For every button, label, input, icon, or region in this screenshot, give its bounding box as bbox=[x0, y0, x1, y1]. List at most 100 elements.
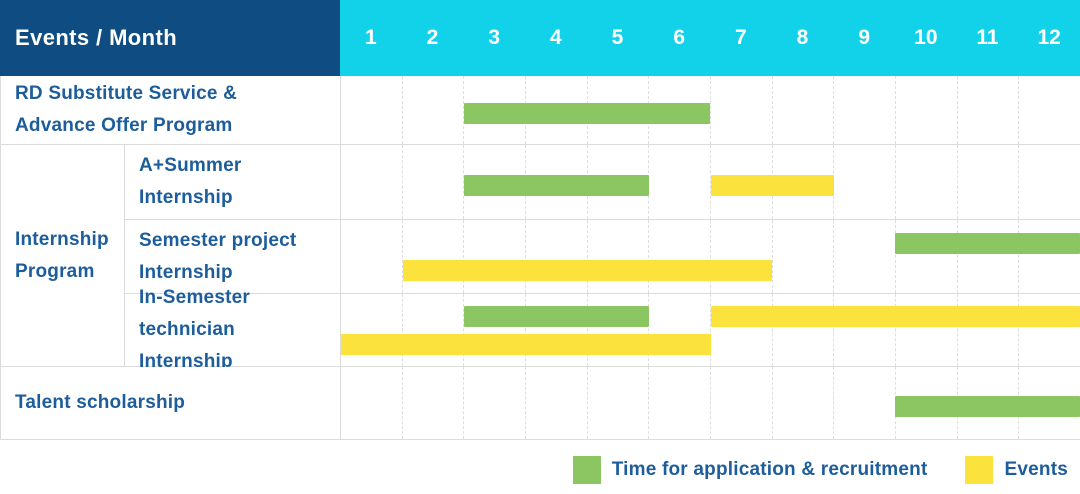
month-column bbox=[648, 294, 710, 366]
month-column bbox=[710, 367, 772, 439]
row-label-line: RD Substitute Service & bbox=[15, 83, 238, 104]
month-header-2: 2 bbox=[401, 0, 464, 76]
gantt-bar-events bbox=[710, 175, 834, 196]
gantt-bar-application bbox=[895, 232, 1080, 254]
sub-row-label-3: Semester project Internship bbox=[124, 220, 340, 294]
month-column bbox=[648, 145, 710, 219]
month-column bbox=[341, 145, 402, 219]
month-column bbox=[401, 220, 464, 293]
month-header-9: 9 bbox=[833, 0, 895, 76]
row-label-line: technician Internship bbox=[139, 319, 235, 372]
month-column bbox=[463, 220, 525, 293]
month-column bbox=[833, 145, 895, 219]
chart-row-3 bbox=[340, 220, 1080, 294]
month-header-4: 4 bbox=[525, 0, 587, 76]
sub-row-label-2: A+Summer Internship bbox=[124, 145, 340, 220]
month-header-8: 8 bbox=[771, 0, 834, 76]
row-label-line: In-Semester bbox=[139, 287, 250, 308]
legend-label-application: Time for application & recruitment bbox=[611, 459, 928, 480]
month-header-5: 5 bbox=[586, 0, 649, 76]
month-column bbox=[1018, 145, 1080, 219]
gantt-bar-events bbox=[710, 306, 1080, 328]
group-label-line: Program bbox=[15, 260, 95, 282]
month-column bbox=[463, 294, 525, 366]
month-column bbox=[1018, 220, 1080, 293]
month-column bbox=[771, 220, 834, 293]
month-column bbox=[771, 76, 834, 144]
month-column bbox=[956, 294, 1019, 366]
month-column bbox=[833, 367, 895, 439]
group-label-line: Internship bbox=[15, 228, 109, 250]
events-month-header-label: Events / Month bbox=[15, 25, 178, 50]
month-column bbox=[463, 145, 525, 219]
sub-row-label-4: In-Semester technician Internship bbox=[124, 287, 340, 372]
gantt-bar-application bbox=[895, 396, 1080, 417]
month-column bbox=[648, 220, 710, 293]
month-column bbox=[771, 367, 834, 439]
month-column bbox=[341, 294, 402, 366]
chart-row-4 bbox=[340, 294, 1080, 367]
month-header-6: 6 bbox=[648, 0, 710, 76]
month-column bbox=[648, 367, 710, 439]
month-column bbox=[401, 367, 464, 439]
month-column bbox=[586, 367, 649, 439]
row-label-5: Talent scholarship bbox=[0, 367, 340, 440]
chart-row-1 bbox=[340, 76, 1080, 145]
chart-row-5 bbox=[340, 367, 1080, 440]
gantt-bar-events bbox=[341, 333, 711, 355]
month-header-12: 12 bbox=[1018, 0, 1080, 76]
month-column bbox=[463, 76, 525, 144]
month-column bbox=[956, 145, 1019, 219]
chart-row-2 bbox=[340, 145, 1080, 220]
month-column bbox=[1018, 294, 1080, 366]
month-header-10: 10 bbox=[895, 0, 957, 76]
month-column bbox=[956, 76, 1019, 144]
month-header-7: 7 bbox=[710, 0, 772, 76]
legend-swatch-events bbox=[965, 456, 994, 484]
month-column bbox=[586, 294, 649, 366]
month-column bbox=[525, 294, 587, 366]
month-column bbox=[341, 367, 402, 439]
row-label-line: Advance Offer Program bbox=[15, 115, 233, 136]
month-header-1: 1 bbox=[340, 0, 402, 76]
month-column bbox=[895, 294, 957, 366]
month-gridlines bbox=[341, 76, 1080, 144]
gantt-table: Events / Month 1 2 3 4 5 6 7 8 9 10 11 12 RD Substit… bbox=[0, 0, 1080, 440]
month-column bbox=[710, 294, 772, 366]
month-column bbox=[833, 220, 895, 293]
gantt-bar-application bbox=[464, 103, 711, 124]
month-column bbox=[341, 220, 402, 293]
month-column bbox=[895, 145, 957, 219]
row-label-line: Internship bbox=[139, 187, 233, 208]
month-header-3: 3 bbox=[463, 0, 525, 76]
month-gridlines bbox=[341, 220, 1080, 293]
row-label-1: RD Substitute Service & Advance Offer Pro… bbox=[0, 76, 340, 145]
month-column bbox=[895, 76, 957, 144]
month-column bbox=[771, 294, 834, 366]
month-column bbox=[341, 76, 402, 144]
month-column bbox=[586, 220, 649, 293]
month-column bbox=[525, 367, 587, 439]
row-label-line: Internship bbox=[139, 261, 233, 283]
row-label-line: Talent scholarship bbox=[15, 392, 186, 413]
month-column bbox=[833, 294, 895, 366]
month-column bbox=[1018, 76, 1080, 144]
month-column bbox=[401, 294, 464, 366]
month-column bbox=[525, 220, 587, 293]
month-column bbox=[833, 76, 895, 144]
legend: Time for application & recruitment Events bbox=[0, 440, 1080, 494]
month-column bbox=[956, 220, 1019, 293]
month-gridlines bbox=[341, 294, 1080, 366]
month-column bbox=[895, 220, 957, 293]
legend-swatch-application bbox=[572, 456, 601, 484]
row-label-line: A+Summer bbox=[139, 155, 242, 176]
month-column bbox=[463, 367, 525, 439]
month-column bbox=[710, 220, 772, 293]
gantt-bar-application bbox=[464, 306, 649, 328]
gantt-bar-application bbox=[464, 175, 649, 196]
month-column bbox=[710, 76, 772, 144]
gantt-bar-events bbox=[402, 260, 773, 282]
row-label-line: Semester project bbox=[139, 229, 297, 251]
group-label-internship-program: Internship Program bbox=[0, 145, 124, 367]
month-header-11: 11 bbox=[956, 0, 1019, 76]
